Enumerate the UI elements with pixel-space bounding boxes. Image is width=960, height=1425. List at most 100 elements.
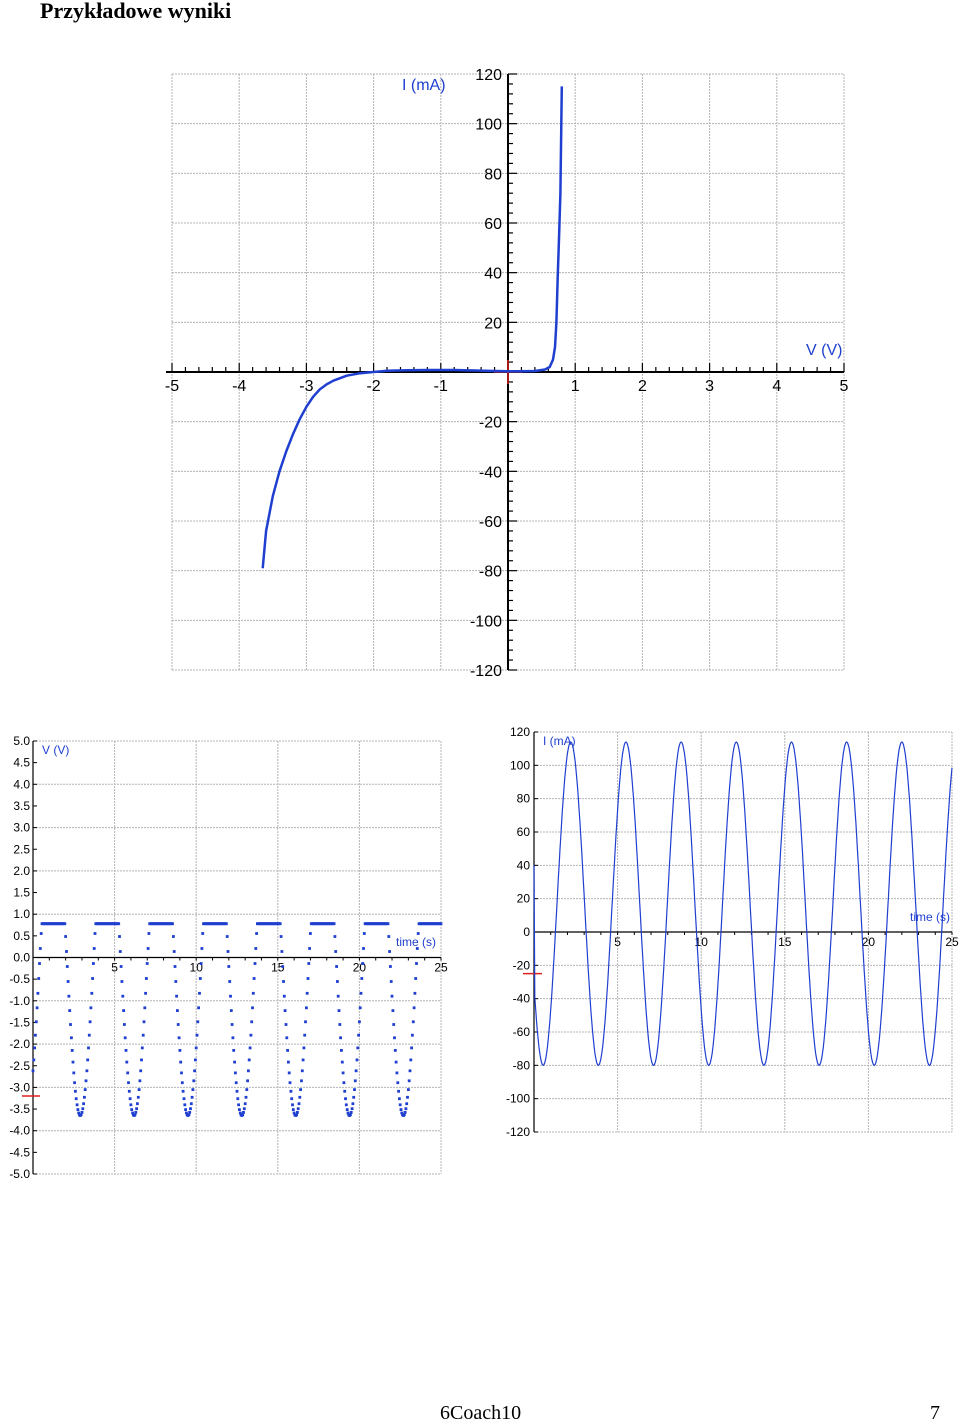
page-number: 7 (930, 1402, 940, 1424)
data-point (182, 1097, 186, 1101)
data-point (131, 1111, 134, 1115)
data-point (195, 1033, 199, 1037)
data-point (362, 932, 366, 935)
x-tick-label: 25 (945, 935, 959, 949)
y-axis-label: I (mA) (543, 734, 576, 748)
data-point (305, 1006, 308, 1010)
data-point (237, 1103, 240, 1107)
data-point (142, 1020, 146, 1024)
data-point (398, 1103, 402, 1107)
data-point (359, 991, 363, 995)
data-point (281, 965, 285, 968)
y-tick-label: 2.5 (13, 842, 30, 856)
data-point (128, 1097, 132, 1101)
y-tick-label: 4.0 (13, 777, 30, 791)
data-point (396, 1081, 400, 1085)
data-point (67, 994, 71, 998)
data-point (292, 1111, 296, 1115)
data-point (238, 1108, 241, 1111)
data-point (404, 1107, 408, 1111)
data-point (75, 1103, 79, 1107)
data-point (229, 1009, 233, 1012)
data-point (36, 991, 40, 995)
data-point (296, 1111, 299, 1114)
y-tick-label: 100 (475, 117, 502, 134)
data-point (298, 1095, 302, 1099)
y-tick-label: 1.5 (13, 886, 30, 900)
data-point (230, 1023, 234, 1026)
data-point (233, 1060, 236, 1064)
data-point (251, 991, 255, 995)
data-point (342, 1081, 346, 1085)
data-point (244, 1095, 248, 1099)
data-point (416, 932, 420, 935)
data-point (361, 962, 365, 965)
data-point (81, 1107, 85, 1111)
x-tick-label: 5 (111, 961, 118, 975)
data-point (392, 1023, 396, 1026)
data-point (346, 1111, 350, 1115)
data-point (393, 1049, 397, 1052)
y-tick-label: 20 (517, 892, 531, 906)
data-point (243, 1102, 247, 1106)
data-point (349, 1111, 353, 1114)
data-point (135, 1107, 138, 1111)
data-point (353, 1079, 357, 1083)
data-point (118, 950, 122, 953)
data-point (140, 1046, 144, 1050)
data-point (85, 1069, 89, 1073)
y-tick-label: 40 (517, 858, 531, 872)
data-point (225, 935, 229, 938)
data-point (236, 1097, 240, 1101)
data-point (83, 1095, 86, 1099)
x-tick-label: 5 (614, 935, 621, 949)
y-tick-label: 0.0 (13, 951, 30, 965)
data-point (194, 1046, 198, 1050)
data-point (180, 1081, 184, 1085)
data-point (362, 947, 365, 950)
data-point (350, 1107, 354, 1111)
data-point (394, 1060, 398, 1064)
data-point (84, 1079, 88, 1083)
data-point (309, 932, 312, 935)
data-point (289, 1089, 293, 1093)
data-point (38, 947, 42, 950)
y-tick-label: -100 (470, 613, 502, 630)
data-point (74, 1097, 78, 1101)
data-point (287, 1071, 291, 1075)
data-point (296, 1107, 300, 1111)
data-point (301, 1058, 305, 1062)
data-point (403, 1111, 407, 1114)
data-point (400, 1111, 404, 1115)
data-point (295, 1113, 298, 1117)
data-point (340, 1049, 343, 1052)
y-tick-label: -20 (513, 958, 531, 972)
data-point (411, 1033, 414, 1037)
x-tick-label: -5 (165, 378, 179, 395)
data-point (415, 947, 419, 950)
data-point (176, 1009, 179, 1012)
data-point (92, 947, 96, 950)
data-point (32, 1058, 36, 1062)
data-point (333, 935, 337, 938)
data-point (411, 1020, 415, 1024)
data-point (187, 1113, 191, 1117)
data-point (178, 1049, 182, 1052)
data-point (248, 1046, 252, 1050)
y-tick-label: -4.5 (9, 1145, 30, 1159)
data-point (126, 1071, 130, 1075)
data-point (76, 1108, 80, 1111)
data-point (181, 1089, 185, 1093)
x-tick-label: 15 (778, 935, 792, 949)
data-point (406, 1095, 409, 1099)
y-tick-label: -120 (506, 1125, 530, 1139)
footer-label: 6Coach10 (440, 1402, 522, 1424)
data-point (297, 1102, 301, 1106)
data-point (70, 1049, 74, 1052)
data-point (335, 965, 338, 968)
data-point (349, 1113, 352, 1117)
y-tick-label: -1.5 (9, 1015, 30, 1029)
data-point (127, 1081, 130, 1085)
data-point (125, 1060, 129, 1064)
x-tick-label: 25 (434, 961, 448, 975)
